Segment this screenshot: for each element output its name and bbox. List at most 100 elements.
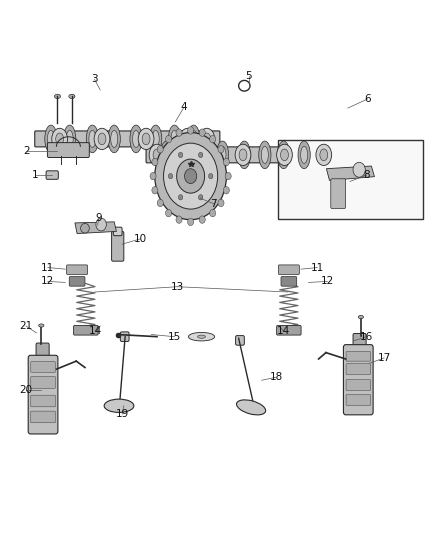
FancyBboxPatch shape	[331, 179, 346, 208]
Circle shape	[152, 187, 158, 194]
Text: 15: 15	[168, 332, 181, 342]
Ellipse shape	[280, 147, 287, 164]
Ellipse shape	[241, 147, 248, 164]
FancyBboxPatch shape	[343, 345, 373, 415]
Ellipse shape	[66, 131, 73, 148]
FancyBboxPatch shape	[346, 364, 371, 374]
Circle shape	[223, 158, 230, 166]
Text: 16: 16	[360, 332, 373, 342]
Ellipse shape	[69, 94, 75, 99]
Ellipse shape	[142, 133, 150, 145]
Ellipse shape	[187, 125, 200, 153]
Ellipse shape	[188, 333, 215, 341]
Ellipse shape	[197, 141, 209, 168]
Text: 20: 20	[19, 385, 32, 395]
Ellipse shape	[52, 128, 67, 150]
Circle shape	[187, 218, 194, 225]
Ellipse shape	[259, 141, 271, 168]
Ellipse shape	[190, 131, 197, 148]
Text: 11: 11	[41, 263, 54, 272]
Circle shape	[178, 195, 183, 200]
FancyBboxPatch shape	[146, 147, 346, 163]
Ellipse shape	[298, 141, 310, 168]
Ellipse shape	[152, 131, 159, 148]
Text: 2: 2	[24, 146, 30, 156]
FancyBboxPatch shape	[28, 356, 58, 434]
Ellipse shape	[358, 316, 364, 319]
FancyBboxPatch shape	[31, 395, 55, 407]
FancyBboxPatch shape	[67, 265, 88, 274]
Ellipse shape	[98, 133, 106, 145]
Circle shape	[184, 168, 197, 183]
Text: 12: 12	[41, 277, 54, 286]
Ellipse shape	[199, 147, 206, 164]
FancyBboxPatch shape	[74, 326, 98, 335]
Circle shape	[208, 173, 213, 179]
Text: 3: 3	[91, 75, 98, 84]
Ellipse shape	[316, 144, 332, 165]
Text: 8: 8	[363, 170, 370, 180]
FancyBboxPatch shape	[31, 411, 55, 423]
FancyBboxPatch shape	[236, 336, 244, 345]
Text: 14: 14	[277, 326, 290, 336]
Circle shape	[176, 216, 182, 223]
Ellipse shape	[277, 144, 292, 165]
FancyBboxPatch shape	[112, 231, 124, 261]
Circle shape	[178, 152, 183, 158]
Circle shape	[218, 146, 224, 153]
Circle shape	[157, 146, 163, 153]
Text: 4: 4	[181, 102, 187, 112]
FancyBboxPatch shape	[113, 227, 122, 236]
Ellipse shape	[94, 128, 110, 150]
Ellipse shape	[138, 128, 154, 150]
Ellipse shape	[261, 147, 268, 164]
Circle shape	[210, 135, 216, 143]
Ellipse shape	[198, 335, 205, 338]
FancyBboxPatch shape	[35, 131, 220, 147]
Circle shape	[199, 129, 205, 136]
Circle shape	[176, 129, 182, 136]
Circle shape	[157, 199, 163, 207]
Text: 17: 17	[378, 353, 391, 363]
Text: 13: 13	[171, 282, 184, 292]
Circle shape	[96, 218, 106, 231]
Circle shape	[150, 172, 156, 180]
Ellipse shape	[281, 149, 288, 161]
Text: 9: 9	[95, 213, 102, 223]
Circle shape	[223, 187, 230, 194]
Ellipse shape	[104, 399, 134, 413]
Circle shape	[198, 152, 203, 158]
Ellipse shape	[45, 125, 57, 153]
Ellipse shape	[235, 144, 251, 165]
Ellipse shape	[64, 125, 76, 153]
Circle shape	[198, 195, 203, 200]
Circle shape	[166, 135, 172, 143]
FancyBboxPatch shape	[31, 376, 55, 388]
Text: 18: 18	[270, 372, 283, 382]
Circle shape	[225, 172, 231, 180]
Circle shape	[199, 216, 205, 223]
Ellipse shape	[237, 400, 266, 415]
FancyBboxPatch shape	[346, 352, 371, 361]
Ellipse shape	[199, 128, 215, 150]
Ellipse shape	[300, 147, 307, 164]
Ellipse shape	[239, 149, 247, 161]
Ellipse shape	[111, 131, 118, 148]
Ellipse shape	[89, 131, 96, 148]
Circle shape	[152, 158, 158, 166]
Ellipse shape	[203, 133, 211, 145]
Ellipse shape	[81, 223, 89, 233]
Ellipse shape	[178, 141, 190, 168]
Ellipse shape	[130, 125, 142, 153]
FancyBboxPatch shape	[281, 277, 297, 286]
Circle shape	[168, 173, 173, 179]
Text: 1: 1	[32, 170, 39, 180]
Ellipse shape	[168, 125, 180, 153]
Ellipse shape	[86, 125, 99, 153]
Text: 7: 7	[210, 199, 217, 209]
Ellipse shape	[56, 133, 64, 145]
Ellipse shape	[133, 131, 140, 148]
Ellipse shape	[238, 141, 251, 168]
FancyBboxPatch shape	[31, 362, 55, 372]
FancyBboxPatch shape	[353, 334, 366, 349]
